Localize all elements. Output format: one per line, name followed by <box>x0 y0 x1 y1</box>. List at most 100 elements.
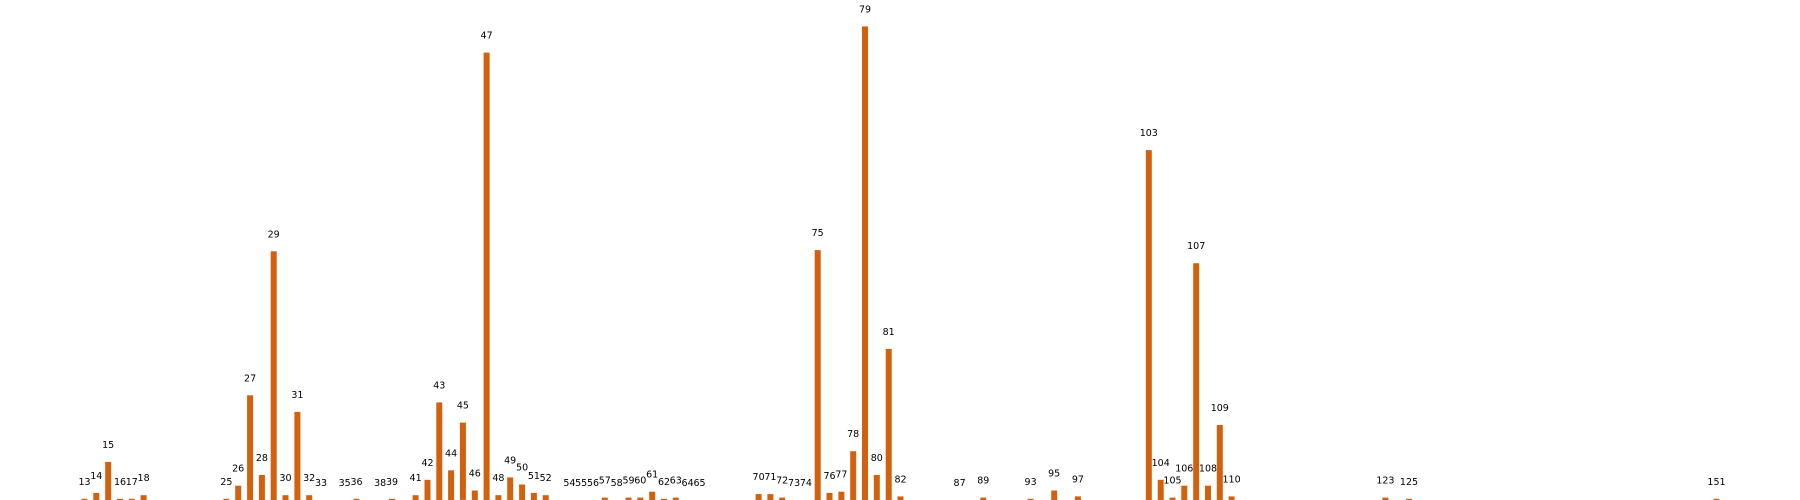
bar-label-13: 13 <box>78 477 90 488</box>
bar-label-15: 15 <box>102 440 114 451</box>
bar-57 <box>601 497 608 500</box>
bar-26 <box>235 485 242 500</box>
bar-label-52: 52 <box>540 473 552 484</box>
bar-label-26: 26 <box>232 464 244 475</box>
bar-label-29: 29 <box>268 229 280 240</box>
bar-label-36: 36 <box>350 477 362 488</box>
bar-label-109: 109 <box>1211 403 1229 414</box>
bar-label-39: 39 <box>386 477 398 488</box>
bar-47 <box>483 52 490 500</box>
bar-48 <box>495 495 502 500</box>
bar-label-17: 17 <box>126 477 138 488</box>
bar-label-50: 50 <box>516 463 528 474</box>
bar-label-110: 110 <box>1223 474 1241 485</box>
bar-label-97: 97 <box>1072 474 1084 485</box>
bar-label-82: 82 <box>894 474 906 485</box>
bar-76 <box>826 492 833 500</box>
bar-label-125: 125 <box>1400 477 1418 488</box>
bar-label-31: 31 <box>291 390 303 401</box>
bar-151 <box>1713 498 1720 500</box>
bar-60 <box>637 497 644 500</box>
bar-label-79: 79 <box>859 4 871 15</box>
bar-label-62: 62 <box>658 477 670 488</box>
bar-label-81: 81 <box>883 327 895 338</box>
bar-71 <box>767 494 774 500</box>
bar-label-108: 108 <box>1199 464 1217 475</box>
bar-16 <box>117 498 123 500</box>
bar-label-103: 103 <box>1140 128 1158 139</box>
bar-label-35: 35 <box>339 478 351 489</box>
bar-45 <box>459 422 466 500</box>
bar-label-47: 47 <box>481 31 493 42</box>
bar-label-72: 72 <box>776 476 788 487</box>
bar-75 <box>814 250 821 500</box>
bar-81 <box>885 348 892 500</box>
bar-label-33: 33 <box>315 478 327 489</box>
bar-82 <box>897 496 904 500</box>
bar-label-105: 105 <box>1163 476 1181 487</box>
bar-89 <box>980 497 987 500</box>
bar-62 <box>661 498 667 500</box>
bar-41 <box>412 495 419 500</box>
bar-50 <box>519 484 526 500</box>
bar-44 <box>448 470 455 500</box>
bar-label-106: 106 <box>1175 464 1193 475</box>
bar-label-73: 73 <box>788 478 800 489</box>
bar-63 <box>672 497 679 500</box>
bar-label-77: 77 <box>835 470 847 481</box>
bar-label-95: 95 <box>1048 469 1060 480</box>
bar-label-65: 65 <box>693 478 705 489</box>
bar-110 <box>1228 496 1235 500</box>
bar-label-74: 74 <box>800 478 812 489</box>
bar-25 <box>223 498 230 500</box>
bar-label-48: 48 <box>492 473 504 484</box>
bar-label-80: 80 <box>871 453 883 464</box>
bar-77 <box>838 491 845 500</box>
bars-group <box>81 26 1720 500</box>
bar-13 <box>81 498 88 500</box>
bar-label-51: 51 <box>528 471 540 482</box>
bar-label-107: 107 <box>1187 241 1205 252</box>
bar-label-56: 56 <box>587 478 599 489</box>
bar-52 <box>542 495 549 500</box>
bar-label-46: 46 <box>469 469 481 480</box>
bar-105 <box>1169 497 1176 500</box>
bar-95 <box>1051 490 1058 500</box>
bar-79 <box>862 26 868 500</box>
bar-27 <box>247 395 254 500</box>
bar-label-18: 18 <box>138 473 150 484</box>
bar-32 <box>306 495 313 500</box>
bar-97 <box>1074 496 1081 500</box>
bar-107 <box>1193 263 1200 500</box>
bar-61 <box>649 491 656 500</box>
bar-125 <box>1406 498 1412 500</box>
bar-103 <box>1145 150 1152 500</box>
bar-label-76: 76 <box>823 471 835 482</box>
bar-106 <box>1181 485 1188 500</box>
bar-label-104: 104 <box>1152 458 1170 469</box>
bar-label-75: 75 <box>812 228 824 239</box>
bar-label-41: 41 <box>410 473 422 484</box>
bar-label-151: 151 <box>1707 477 1725 488</box>
bar-label-30: 30 <box>279 473 291 484</box>
bar-15 <box>105 461 112 500</box>
bar-label-61: 61 <box>646 470 658 481</box>
bar-18 <box>140 495 147 500</box>
bar-70 <box>755 494 762 500</box>
bar-label-70: 70 <box>753 472 765 483</box>
bar-17 <box>128 498 135 500</box>
bar-72 <box>779 497 786 500</box>
bar-29 <box>270 251 277 500</box>
bar-59 <box>625 497 632 500</box>
bar-30 <box>282 495 289 500</box>
bar-label-45: 45 <box>457 401 469 412</box>
bar-43 <box>436 402 443 500</box>
bar-label-28: 28 <box>256 453 268 464</box>
bar-label-57: 57 <box>599 476 611 487</box>
bar-label-64: 64 <box>682 478 694 489</box>
bar-label-60: 60 <box>634 476 646 487</box>
bar-36 <box>353 498 360 500</box>
bar-label-38: 38 <box>374 478 386 489</box>
